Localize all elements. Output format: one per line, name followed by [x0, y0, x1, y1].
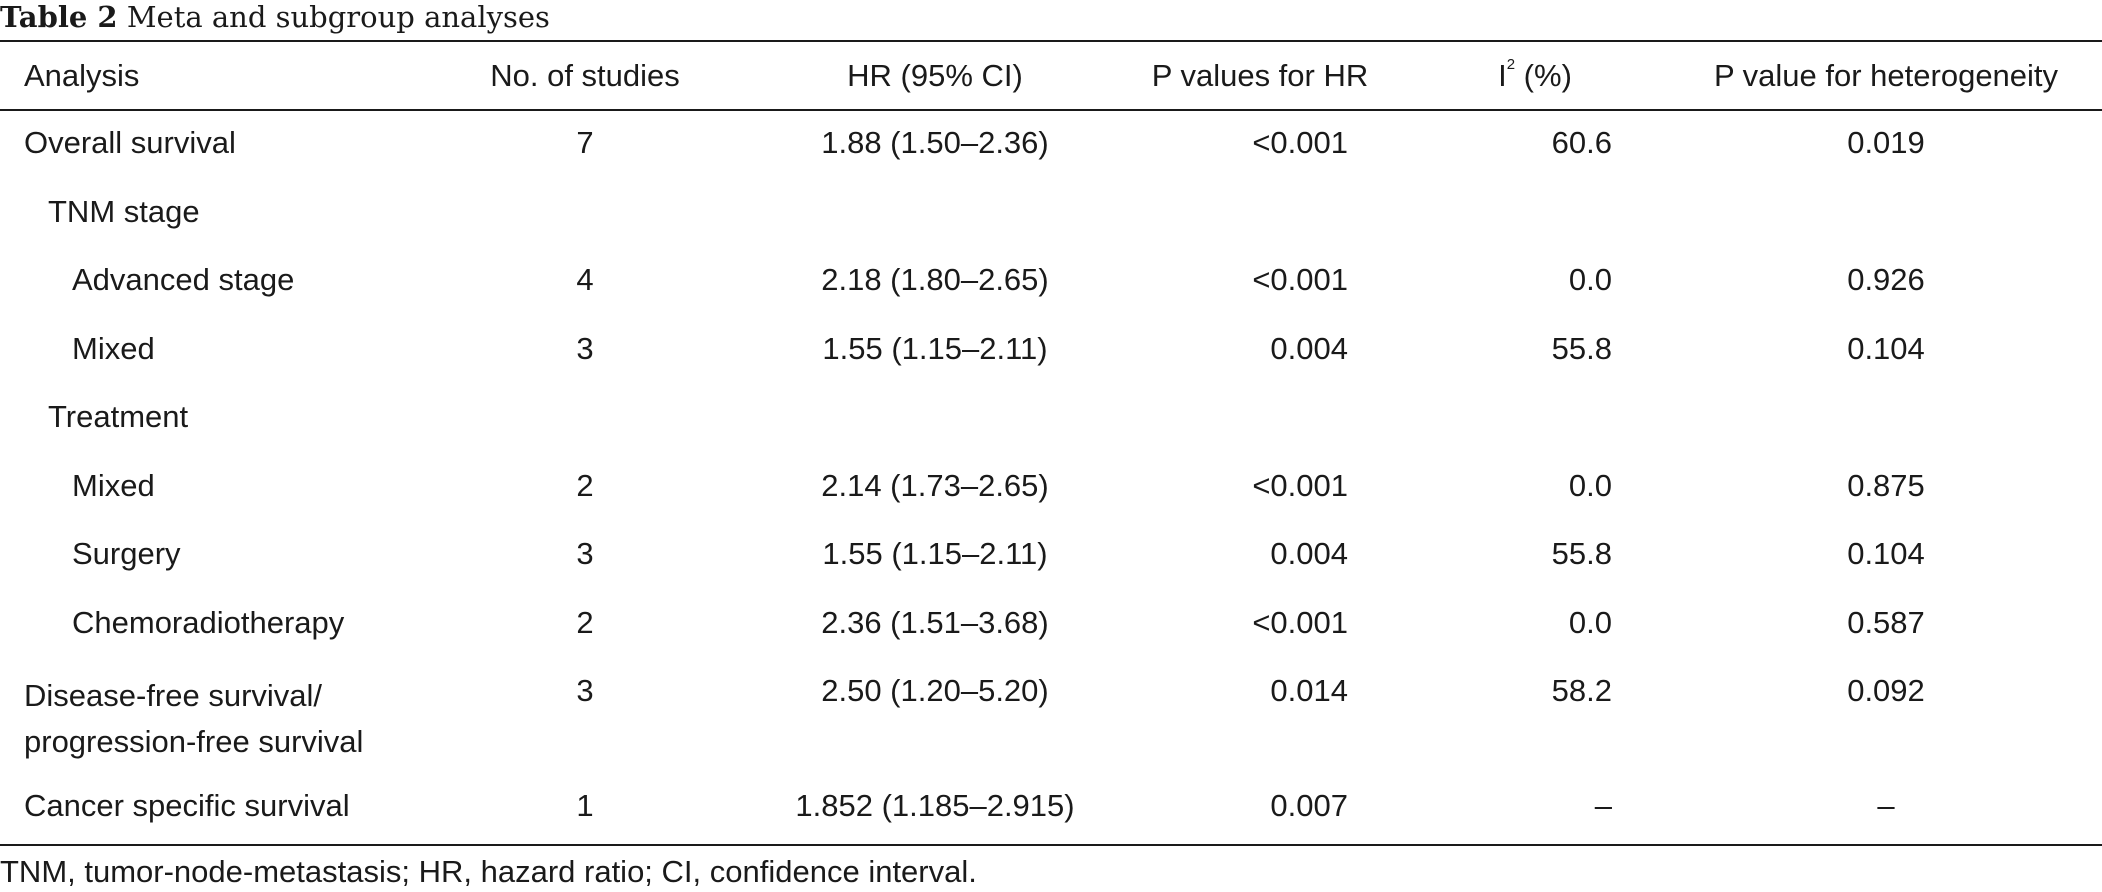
cell-p-hr: 0.007	[1270, 788, 1348, 824]
header-analysis: Analysis	[24, 57, 140, 93]
header-i2: I2 (%)	[1400, 42, 1670, 109]
cell-p-het: –	[1877, 788, 1895, 824]
cell-analysis-line-1: Disease-free survival/	[24, 678, 323, 713]
cell-hr	[750, 178, 1120, 247]
cell-analysis: Mixed	[72, 330, 155, 366]
cell-hr: 2.50 (1.20–5.20)	[821, 673, 1049, 708]
cell-analysis: Mixed	[72, 467, 155, 503]
table-row: Chemoradiotherapy 2 2.36 (1.51–3.68) <0.…	[0, 589, 2102, 658]
cell-hr: 1.55 (1.15–2.11)	[822, 536, 1048, 572]
cell-i2: 0.0	[1568, 467, 1612, 503]
table-row-group-heading: TNM stage	[0, 178, 2102, 247]
cell-p-het: 0.875	[1847, 467, 1925, 503]
cell-p-het: 0.587	[1847, 604, 1925, 640]
table-caption-text: Meta and subgroup analyses	[126, 0, 550, 34]
cell-p-het: 0.104	[1847, 536, 1925, 572]
cell-studies: 3	[576, 673, 594, 708]
header-i2-unit: (%)	[1515, 57, 1572, 93]
cell-p-het: 0.926	[1847, 262, 1925, 298]
table-caption: Table 2 Meta and subgroup analyses	[0, 0, 550, 40]
cell-p-het: 0.092	[1847, 673, 1925, 708]
table-header-rule	[0, 109, 2102, 111]
cell-analysis: Advanced stage	[72, 262, 295, 298]
cell-p-hr: <0.001	[1252, 467, 1348, 503]
cell-p-hr: <0.001	[1252, 262, 1348, 298]
cell-hr: 1.852 (1.185–2.915)	[795, 788, 1075, 824]
cell-p-het: 0.019	[1847, 125, 1925, 161]
cell-hr: 1.55 (1.15–2.11)	[822, 330, 1048, 366]
table-top-rule	[0, 40, 2102, 42]
table-row-group-heading: Treatment	[0, 383, 2102, 452]
cell-p-hr	[1120, 383, 1400, 452]
cell-i2: 60.6	[1551, 125, 1612, 161]
cell-studies: 2	[576, 604, 594, 640]
cell-studies: 7	[576, 125, 594, 161]
header-no-of-studies: No. of studies	[490, 57, 680, 93]
cell-p-het	[1670, 178, 2102, 247]
cell-analysis-line-2: progression-free survival	[24, 724, 364, 759]
cell-studies	[420, 178, 750, 247]
table-row: Overall survival 7 1.88 (1.50–2.36) <0.0…	[0, 109, 2102, 178]
cell-i2: 58.2	[1551, 673, 1612, 708]
table-row: Surgery 3 1.55 (1.15–2.11) 0.004 55.8 0.…	[0, 520, 2102, 589]
cell-i2: 55.8	[1551, 330, 1612, 366]
header-i2-superscript: 2	[1506, 55, 1516, 73]
table-row: Mixed 2 2.14 (1.73–2.65) <0.001 0.0 0.87…	[0, 452, 2102, 521]
cell-studies: 2	[576, 467, 594, 503]
cell-i2: 0.0	[1568, 262, 1612, 298]
cell-p-hr: 0.004	[1270, 536, 1348, 572]
cell-analysis: Disease-free survival/ progression-free …	[0, 657, 420, 772]
header-p-heterogeneity: P value for heterogeneity	[1713, 57, 2059, 93]
cell-analysis: Treatment	[48, 399, 189, 435]
header-p-values-hr: P values for HR	[1151, 57, 1369, 93]
cell-analysis: Surgery	[72, 536, 181, 572]
header-i2-base: I	[1498, 57, 1507, 93]
cell-i2: 0.0	[1568, 604, 1612, 640]
cell-analysis: Overall survival	[24, 125, 236, 161]
cell-i2: 55.8	[1551, 536, 1612, 572]
table-bottom-rule	[0, 844, 2102, 846]
cell-studies: 1	[576, 788, 594, 824]
cell-i2	[1400, 383, 1670, 452]
cell-studies: 3	[576, 330, 594, 366]
cell-analysis: Cancer specific survival	[24, 788, 350, 824]
cell-p-hr: 0.004	[1270, 330, 1348, 366]
table-row: Advanced stage 4 2.18 (1.80–2.65) <0.001…	[0, 246, 2102, 315]
table-footnote: TNM, tumor-node-metastasis; HR, hazard r…	[0, 854, 977, 889]
table-row: Disease-free survival/ progression-free …	[0, 657, 2102, 772]
table-header-row: Analysis No. of studies HR (95% CI) P va…	[0, 42, 2102, 109]
meta-analysis-table: Analysis No. of studies HR (95% CI) P va…	[0, 42, 2102, 841]
cell-i2: –	[1594, 788, 1612, 824]
header-hr-ci: HR (95% CI)	[847, 57, 1023, 93]
cell-p-het	[1670, 383, 2102, 452]
cell-hr: 2.14 (1.73–2.65)	[821, 467, 1049, 503]
cell-studies	[420, 383, 750, 452]
cell-p-hr: <0.001	[1252, 125, 1348, 161]
cell-p-hr	[1120, 178, 1400, 247]
cell-analysis: TNM stage	[48, 193, 200, 229]
cell-hr: 1.88 (1.50–2.36)	[821, 125, 1049, 161]
cell-hr: 2.36 (1.51–3.68)	[821, 604, 1049, 640]
cell-studies: 4	[576, 262, 594, 298]
table-caption-label: Table 2	[0, 0, 118, 34]
table-row: Mixed 3 1.55 (1.15–2.11) 0.004 55.8 0.10…	[0, 315, 2102, 384]
cell-studies: 3	[576, 536, 594, 572]
cell-hr: 2.18 (1.80–2.65)	[821, 262, 1049, 298]
cell-analysis: Chemoradiotherapy	[72, 604, 345, 640]
cell-i2	[1400, 178, 1670, 247]
cell-p-het: 0.104	[1847, 330, 1925, 366]
cell-hr	[750, 383, 1120, 452]
cell-p-hr: <0.001	[1252, 604, 1348, 640]
table-row: Cancer specific survival 1 1.852 (1.185–…	[0, 772, 2102, 841]
cell-p-hr: 0.014	[1270, 673, 1348, 708]
